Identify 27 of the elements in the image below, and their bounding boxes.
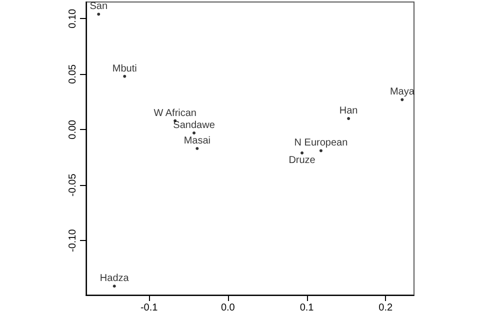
point (319, 149, 322, 152)
data-label: Han (339, 106, 358, 117)
point (112, 284, 116, 288)
data-label: Masai (184, 136, 211, 146)
x-tick-label: 0.2 (378, 302, 393, 314)
y-tick-label: -0.05 (68, 173, 78, 197)
data-label: Druze (288, 154, 316, 166)
data-label: Sandawe (173, 120, 216, 131)
data-label: Mbuti (112, 63, 137, 74)
point (123, 74, 126, 78)
x-tick-label: -0.1 (140, 302, 158, 314)
point (196, 147, 199, 150)
point (192, 131, 196, 134)
point (347, 117, 350, 120)
y-tick-label: 0.05 (68, 64, 78, 84)
x-tick-label: 0.1 (300, 302, 314, 314)
y-tick-label: 0.00 (68, 119, 78, 140)
point (300, 151, 304, 154)
x-tick-label: 0.0 (220, 302, 236, 314)
point (97, 12, 100, 16)
data-label: San (90, 1, 108, 12)
data-label: W African (154, 108, 196, 119)
y-tick-label: -0.10 (68, 228, 78, 252)
data-label: N European (294, 138, 348, 149)
y-tick-label: 0.10 (68, 8, 78, 28)
data-label: Hadza (100, 273, 130, 284)
point (400, 98, 404, 102)
